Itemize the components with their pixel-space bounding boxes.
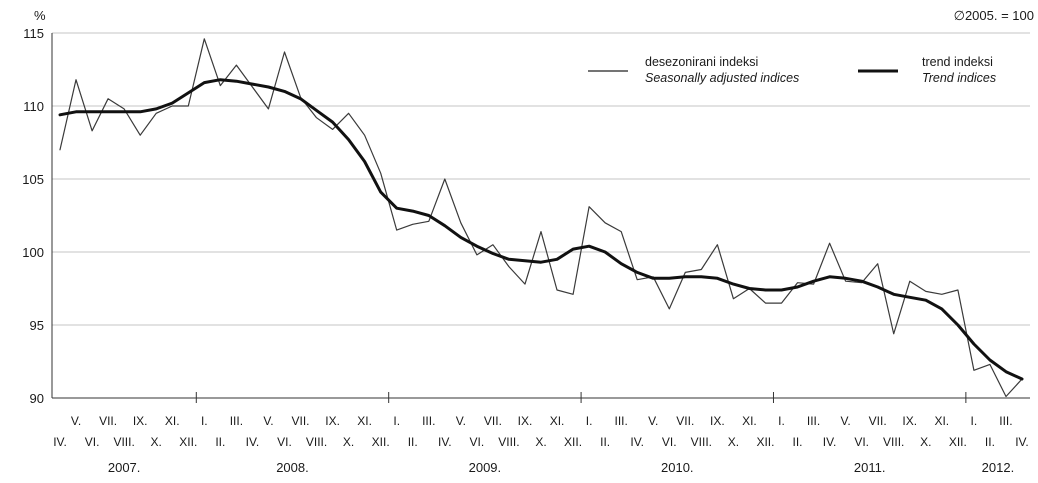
month-tick-label: IX. bbox=[133, 414, 148, 428]
month-tick-label: I. bbox=[778, 414, 785, 428]
legend: desezonirani indeksi Seasonally adjusted… bbox=[588, 55, 996, 85]
month-tick-label: X. bbox=[535, 435, 546, 449]
month-tick-label: IV. bbox=[438, 435, 452, 449]
y-tick-label: 100 bbox=[22, 245, 44, 260]
month-tick-label: XI. bbox=[934, 414, 949, 428]
month-tick-label: IX. bbox=[518, 414, 533, 428]
year-label: 2007. bbox=[108, 460, 141, 475]
month-tick-label: VIII. bbox=[113, 435, 134, 449]
month-tick-label: VIII. bbox=[306, 435, 327, 449]
month-tick-label: XII. bbox=[756, 435, 774, 449]
y-tick-label: 90 bbox=[30, 391, 44, 406]
month-tick-label: X. bbox=[728, 435, 739, 449]
month-tick-label: I. bbox=[201, 414, 208, 428]
month-tick-label: IX. bbox=[710, 414, 725, 428]
month-tick-label: IV. bbox=[1015, 435, 1029, 449]
series-line-trend bbox=[58, 78, 1024, 381]
month-tick-label: VII. bbox=[484, 414, 502, 428]
month-tick-label: XII. bbox=[564, 435, 582, 449]
month-tick-label: III. bbox=[807, 414, 820, 428]
month-tick-label: II. bbox=[985, 435, 995, 449]
month-tick-label: IV. bbox=[53, 435, 67, 449]
month-tick-label: II. bbox=[215, 435, 225, 449]
month-tick-label: II. bbox=[408, 435, 418, 449]
year-label: 2009. bbox=[469, 460, 502, 475]
legend-label-seasonal-en: Seasonally adjusted indices bbox=[645, 71, 799, 85]
grid bbox=[52, 32, 1030, 326]
legend-label-seasonal: desezonirani indeksi bbox=[645, 55, 758, 69]
month-tick-label: X. bbox=[920, 435, 931, 449]
series-lines bbox=[58, 38, 1024, 398]
month-tick-label: IV. bbox=[246, 435, 260, 449]
y-axis-unit: % bbox=[34, 8, 46, 23]
month-tick-label: V. bbox=[263, 414, 273, 428]
month-tick-label: XII. bbox=[179, 435, 197, 449]
month-tick-label: IV. bbox=[823, 435, 837, 449]
month-tick-label: V. bbox=[840, 414, 850, 428]
series-line-seasonal bbox=[59, 38, 1023, 398]
month-tick-label: V. bbox=[648, 414, 658, 428]
base-note: ∅2005. = 100 bbox=[954, 8, 1034, 23]
month-tick-label: XI. bbox=[550, 414, 565, 428]
month-tick-label: VI. bbox=[662, 435, 677, 449]
month-tick-label: VII. bbox=[99, 414, 117, 428]
month-tick-label: XI. bbox=[742, 414, 757, 428]
month-tick-label: VIII. bbox=[883, 435, 904, 449]
month-tick-label: IX. bbox=[325, 414, 340, 428]
month-tick-label: XI. bbox=[165, 414, 180, 428]
month-tick-label: XII. bbox=[949, 435, 967, 449]
year-label: 2008. bbox=[276, 460, 309, 475]
month-tick-label: I. bbox=[586, 414, 593, 428]
month-tick-label: II. bbox=[600, 435, 610, 449]
month-tick-label: XII. bbox=[372, 435, 390, 449]
month-tick-label: III. bbox=[614, 414, 627, 428]
y-tick-label: 105 bbox=[22, 172, 44, 187]
year-label: 2012. bbox=[982, 460, 1015, 475]
month-tick-label: V. bbox=[456, 414, 466, 428]
month-tick-label: I. bbox=[971, 414, 978, 428]
month-tick-label: II. bbox=[793, 435, 803, 449]
month-tick-label: VI. bbox=[470, 435, 485, 449]
y-axis: 90 95 100 105 110 115 bbox=[22, 26, 53, 406]
month-tick-label: VII. bbox=[869, 414, 887, 428]
x-axis: 2007. 2008. 2009. 2010. 2011. 2012.IV.V.VI.VI… bbox=[52, 392, 1030, 475]
month-tick-label: X. bbox=[151, 435, 162, 449]
month-tick-label: VI. bbox=[85, 435, 100, 449]
month-tick-label: IX. bbox=[902, 414, 917, 428]
month-tick-label: X. bbox=[343, 435, 354, 449]
month-tick-label: III. bbox=[230, 414, 243, 428]
month-tick-label: V. bbox=[71, 414, 81, 428]
y-tick-label: 115 bbox=[23, 26, 44, 41]
month-tick-label: VI. bbox=[277, 435, 292, 449]
y-tick-label: 95 bbox=[30, 318, 44, 333]
month-tick-label: VII. bbox=[292, 414, 310, 428]
y-tick-label: 110 bbox=[23, 99, 44, 114]
legend-label-trend-en: Trend indices bbox=[922, 71, 996, 85]
month-tick-label: IV. bbox=[630, 435, 644, 449]
month-tick-label: VIII. bbox=[691, 435, 712, 449]
month-tick-label: I. bbox=[393, 414, 400, 428]
legend-label-trend: trend indeksi bbox=[922, 55, 993, 69]
month-tick-label: III. bbox=[999, 414, 1012, 428]
month-tick-label: VII. bbox=[676, 414, 694, 428]
month-tick-label: VI. bbox=[854, 435, 869, 449]
month-tick-label: VIII. bbox=[498, 435, 519, 449]
month-tick-label: XI. bbox=[357, 414, 372, 428]
month-tick-label: III. bbox=[422, 414, 435, 428]
year-label: 2011. bbox=[854, 460, 886, 475]
year-label: 2010. bbox=[661, 460, 694, 475]
